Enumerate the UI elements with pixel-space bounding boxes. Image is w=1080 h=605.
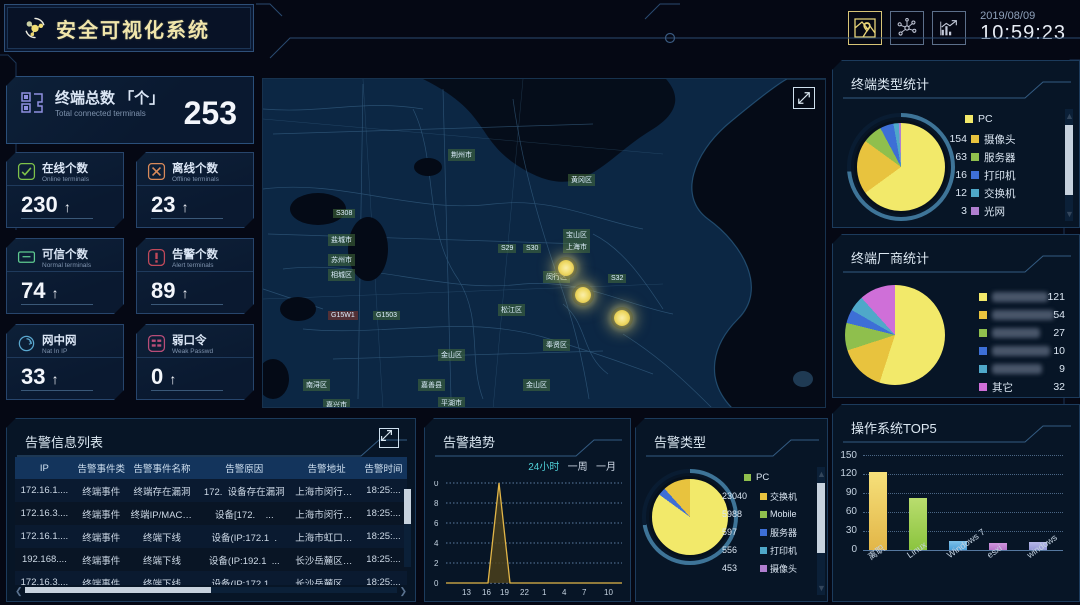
- svg-text:1: 1: [542, 588, 547, 597]
- svg-text:19: 19: [500, 588, 509, 597]
- svg-text:16: 16: [482, 588, 491, 597]
- svg-text:6: 6: [434, 519, 439, 528]
- svg-text:0: 0: [434, 579, 439, 588]
- svg-text:0: 0: [434, 481, 439, 488]
- svg-text:4: 4: [434, 539, 439, 548]
- svg-text:13: 13: [462, 588, 471, 597]
- svg-text:10: 10: [604, 588, 613, 597]
- svg-text:4: 4: [562, 588, 567, 597]
- svg-text:8: 8: [434, 499, 439, 508]
- svg-text:7: 7: [582, 588, 587, 597]
- svg-text:22: 22: [520, 588, 529, 597]
- svg-text:2: 2: [434, 559, 439, 568]
